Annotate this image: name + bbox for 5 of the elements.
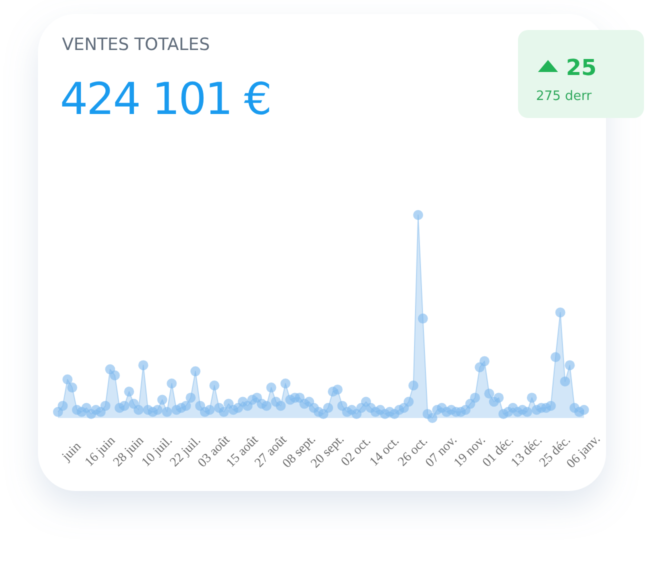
chart-subtitle: 424 101 € [60, 74, 270, 125]
text: 275 derr [536, 89, 592, 104]
chart-title: VENTES TOTALES [62, 35, 210, 55]
x-tick-label: juin [58, 438, 84, 464]
text: 25 [566, 56, 597, 81]
